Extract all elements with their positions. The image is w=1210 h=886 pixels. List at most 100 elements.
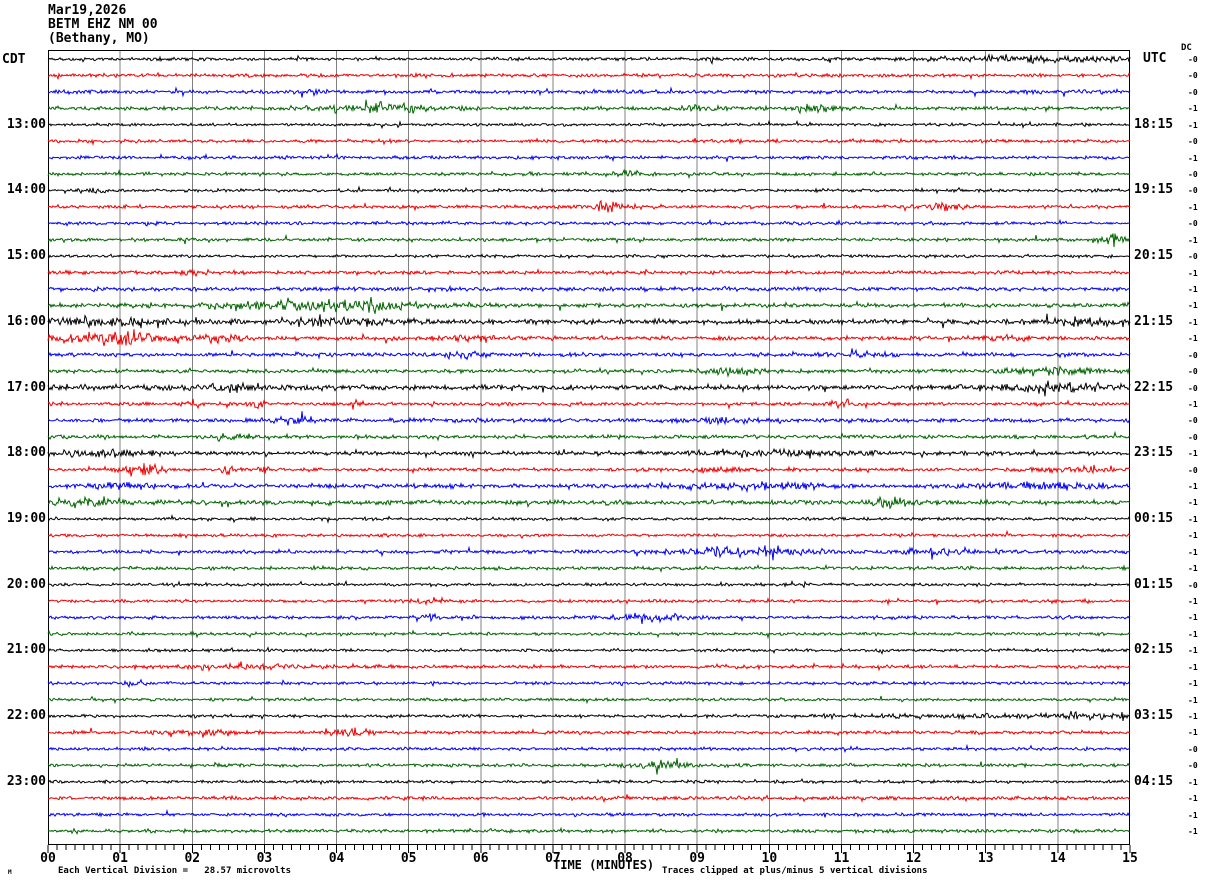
hour-label-cdt-21:00: 21:00 xyxy=(6,642,46,658)
hour-label-utc-20:15: 20:15 xyxy=(1134,248,1174,264)
dc-value-16:00: -1 xyxy=(1188,317,1198,327)
x-tick-label-13: 13 xyxy=(977,851,994,866)
dc-value-21:30: -1 xyxy=(1188,679,1198,689)
header-date: Mar19,2026 xyxy=(48,3,127,18)
trace-path-13:30 xyxy=(47,152,1131,163)
x-tick-label-03: 03 xyxy=(256,851,273,866)
dc-value-22:15: -1 xyxy=(1188,728,1198,738)
trace-path-15:00 xyxy=(47,253,1131,260)
hour-label-cdt-16:00: 16:00 xyxy=(6,313,46,329)
trace-path-19:45 xyxy=(47,563,1131,573)
trace-path-16:15 xyxy=(47,329,1131,347)
hour-label-cdt-15:00: 15:00 xyxy=(6,248,46,264)
plot-frame xyxy=(48,50,1130,845)
trace-path-12:15 xyxy=(47,71,1131,81)
hour-label-cdt-17:00: 17:00 xyxy=(6,379,46,395)
hour-label-utc-01:15: 01:15 xyxy=(1134,576,1174,592)
trace-path-22:45 xyxy=(47,758,1131,775)
dc-value-19:15: -1 xyxy=(1188,531,1198,541)
dc-value-17:30: -0 xyxy=(1188,416,1198,426)
dc-value-19:00: -1 xyxy=(1188,514,1198,524)
trace-path-21:45 xyxy=(47,695,1131,705)
trace-path-16:00 xyxy=(47,313,1131,329)
trace-path-18:15 xyxy=(47,462,1131,477)
trace-path-14:00 xyxy=(47,185,1131,195)
trace-path-14:45 xyxy=(47,233,1131,248)
trace-path-15:15 xyxy=(47,268,1131,278)
dc-value-16:15: -1 xyxy=(1188,334,1198,344)
dc-value-22:45: -0 xyxy=(1188,761,1198,771)
trace-path-20:00 xyxy=(47,579,1131,589)
trace-path-14:30 xyxy=(47,218,1131,227)
dc-value-23:30: -1 xyxy=(1188,810,1198,820)
left-axis-title-cdt: CDT xyxy=(2,52,26,67)
dc-value-17:00: -0 xyxy=(1188,383,1198,393)
hour-label-cdt-14:00: 14:00 xyxy=(6,182,46,198)
x-tick-label-15: 15 xyxy=(1122,851,1138,866)
dc-value-13:15: -0 xyxy=(1188,137,1198,147)
x-tick-label-02: 02 xyxy=(184,851,201,866)
dc-value-12:00: -0 xyxy=(1188,55,1198,64)
trace-path-23:15 xyxy=(48,794,1131,804)
header-location: (Bethany, MO) xyxy=(48,31,150,46)
dc-value-22:30: -0 xyxy=(1188,744,1198,754)
trace-path-18:30 xyxy=(47,480,1131,494)
dc-value-12:30: -0 xyxy=(1188,87,1198,97)
trace-path-17:30 xyxy=(48,411,1131,426)
hour-label-utc-03:15: 03:15 xyxy=(1134,708,1174,724)
trace-path-22:00 xyxy=(47,710,1131,722)
dc-value-14:30: -0 xyxy=(1188,219,1198,229)
trace-path-16:30 xyxy=(47,348,1131,361)
dc-value-14:15: -1 xyxy=(1188,202,1198,212)
trace-path-13:45 xyxy=(47,168,1131,180)
dc-value-21:15: -1 xyxy=(1188,662,1198,672)
dc-value-21:45: -1 xyxy=(1188,695,1198,705)
dc-value-20:00: -0 xyxy=(1188,580,1198,590)
trace-path-15:45 xyxy=(47,297,1131,314)
x-tick-label-04: 04 xyxy=(328,851,345,866)
trace-path-19:30 xyxy=(47,545,1131,561)
right-axis-title-utc: UTC xyxy=(1143,51,1167,66)
trace-path-20:30 xyxy=(47,612,1131,624)
hour-label-cdt-22:00: 22:00 xyxy=(6,708,46,724)
hour-label-utc-04:15: 04:15 xyxy=(1134,773,1174,789)
trace-path-16:45 xyxy=(47,365,1131,378)
x-tick-label-07: 07 xyxy=(545,851,561,866)
trace-path-20:45 xyxy=(47,629,1131,640)
hour-label-utc-23:15: 23:15 xyxy=(1134,445,1174,461)
hour-label-cdt-13:00: 13:00 xyxy=(6,116,46,132)
x-tick-label-09: 09 xyxy=(689,851,706,866)
x-tick-label-08: 08 xyxy=(617,851,633,866)
trace-path-12:45 xyxy=(47,99,1131,115)
x-tick-label-06: 06 xyxy=(472,851,489,866)
trace-path-19:15 xyxy=(47,529,1131,540)
trace-path-17:45 xyxy=(47,430,1131,443)
dc-value-13:00: -1 xyxy=(1188,120,1198,130)
x-tick-label-10: 10 xyxy=(761,851,778,866)
hour-label-utc-18:15: 18:15 xyxy=(1134,116,1174,132)
trace-path-22:30 xyxy=(48,743,1131,753)
dc-value-17:15: -1 xyxy=(1188,399,1198,409)
hour-label-cdt-20:00: 20:00 xyxy=(6,576,46,592)
trace-path-21:15 xyxy=(47,661,1131,673)
trace-path-17:15 xyxy=(47,398,1131,411)
dc-value-19:45: -1 xyxy=(1188,564,1198,574)
hour-label-cdt-23:00: 23:00 xyxy=(6,773,46,789)
x-tick-label-12: 12 xyxy=(905,851,922,866)
dc-value-12:15: -0 xyxy=(1188,71,1198,81)
dc-value-20:30: -1 xyxy=(1188,613,1198,623)
trace-path-13:15 xyxy=(47,137,1131,147)
corner-glyph: M xyxy=(8,869,12,876)
dc-value-15:45: -1 xyxy=(1188,301,1198,311)
x-tick-label-01: 01 xyxy=(112,851,128,866)
x-axis-title: TIME (MINUTES) xyxy=(553,858,655,872)
trace-path-19:00 xyxy=(47,513,1131,524)
dc-value-15:30: -1 xyxy=(1188,284,1198,294)
dc-value-14:00: -0 xyxy=(1188,186,1198,196)
header-station: BETM EHZ NM 00 xyxy=(48,17,158,32)
trace-path-13:00 xyxy=(47,119,1131,130)
dc-value-17:45: -0 xyxy=(1188,432,1198,442)
x-tick-label-05: 05 xyxy=(400,851,417,866)
